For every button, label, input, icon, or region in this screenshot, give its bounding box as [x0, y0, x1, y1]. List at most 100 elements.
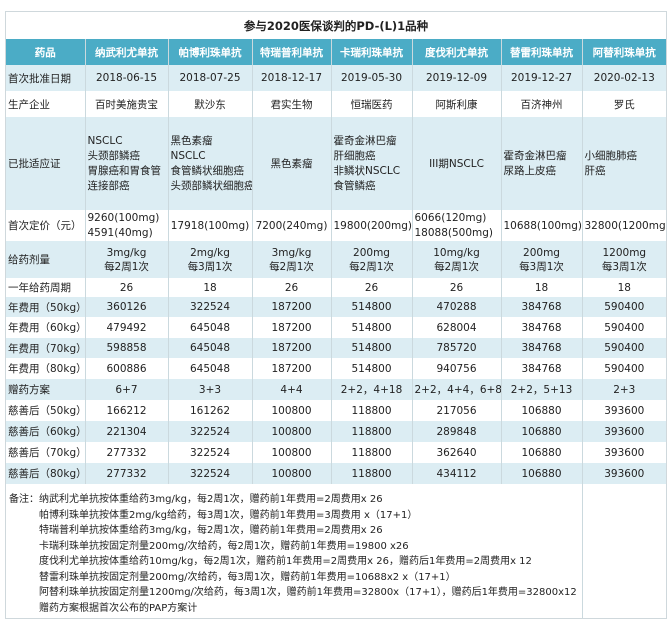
header-drug: 替雷利珠单抗 — [501, 39, 583, 65]
table-cell: 106880 — [501, 442, 583, 463]
table-row: 慈善后（80kg） 277332 322524 100800 118800 434112 1… — [6, 463, 667, 484]
table-cell: NSCLC 头颈部鳞癌 胃腺癌和胃食管 连接部癌 — [85, 117, 169, 210]
table-row: 已批适应证 NSCLC 头颈部鳞癌 胃腺癌和胃食管 连接部癌 黑色素瘤 NSCLC 食管鳞状细… — [6, 117, 667, 210]
table-cell: 322524 — [168, 421, 253, 442]
cell-line: 黑色素瘤 — [170, 134, 213, 147]
table-row: 赠药方案 6+7 3+3 4+4 2+2，4+18 2+2，4+4，6+8 2+2，5+13… — [6, 379, 667, 400]
table-cell: 2018-07-25 — [168, 65, 253, 91]
table-cell: 217056 — [412, 400, 502, 421]
header-drug: 阿替利珠单抗 — [582, 39, 667, 65]
table-row: 年费用（70kg） 598858 645048 187200 514800 785720 3… — [6, 338, 667, 358]
table-cell: 2018-12-17 — [252, 65, 332, 91]
cell-line: 胃腺癌和胃食管 — [87, 164, 162, 177]
cell-line: 200mg — [353, 246, 390, 259]
table-cell: 2+2，4+4，6+8 — [412, 379, 502, 400]
table-row: 慈善后（50kg） 166212 161262 100800 118800 217056 1… — [6, 400, 667, 421]
table-cell: 黑色素瘤 — [252, 117, 332, 210]
note-line: 卡瑞利珠单抗按固定剂量200mg/次给药，每2周1次，赠药前1年费用=19800… — [39, 540, 409, 552]
row-label: 年费用（70kg） — [6, 338, 86, 358]
cell-line: 尿路上皮癌 — [503, 164, 557, 177]
row-label: 慈善后（60kg） — [6, 421, 86, 442]
cell-line: 6066(120mg) — [414, 211, 487, 224]
table-cell: 2mg/kg 每3周1次 — [168, 241, 253, 278]
table-cell: 10mg/kg 每2周1次 — [412, 241, 502, 278]
table-cell: 166212 — [85, 400, 169, 421]
table-cell: 100800 — [252, 442, 332, 463]
cell-line: 1200mg — [602, 246, 647, 259]
table-cell: 6+7 — [85, 379, 169, 400]
table-cell: 393600 — [582, 400, 667, 421]
row-label: 年费用（80kg） — [6, 358, 86, 379]
table-row: 首次定价（元） 9260(100mg) 4591(40mg) 17918(100mg)… — [6, 210, 667, 241]
cell-line: 头颈部鳞癌 — [87, 149, 141, 162]
cell-line: 肝细胞癌 — [333, 149, 376, 162]
table-cell: 9260(100mg) 4591(40mg) — [85, 210, 169, 241]
table-cell: 187200 — [252, 358, 332, 379]
row-label: 慈善后（70kg） — [6, 442, 86, 463]
table-cell: 434112 — [412, 463, 502, 484]
note-line: 特瑞普利单抗按体重给药3mg/kg，每2周1次，赠药前1年费用=2周费用x 26 — [39, 525, 383, 536]
table-cell: 470288 — [412, 297, 502, 317]
table-cell: 4+4 — [252, 379, 332, 400]
table-cell: 3mg/kg 每2周1次 — [85, 241, 169, 278]
table-cell: 118800 — [331, 400, 413, 421]
table-cell: 2+2，4+18 — [331, 379, 413, 400]
table-cell: 3mg/kg 每2周1次 — [252, 241, 332, 278]
header-drug: 度伐利尤单抗 — [412, 39, 502, 65]
cell-line: III期NSCLC — [429, 157, 484, 170]
table-cell: 默沙东 — [168, 91, 253, 117]
table-cell: 384768 — [501, 297, 583, 317]
cell-line: 头颈部鳞状细胞癌 — [170, 179, 252, 192]
table-cell: 590400 — [582, 338, 667, 358]
table-cell: 2018-06-15 — [85, 65, 169, 91]
table-cell: 362640 — [412, 442, 502, 463]
cell-line: NSCLC — [170, 149, 206, 162]
cell-line: 霍奇金淋巴瘤 — [333, 134, 397, 147]
table-cell: 384768 — [501, 358, 583, 379]
header-row: 药品 纳武利尤单抗 帕博利珠单抗 特瑞普利单抗 卡瑞利珠单抗 度伐利尤单抗 替雷利珠单抗 阿替… — [6, 39, 667, 65]
table-cell: 3+3 — [168, 379, 253, 400]
table-cell: 187200 — [252, 317, 332, 338]
header-drug: 纳武利尤单抗 — [85, 39, 169, 65]
table-cell: 277332 — [85, 463, 169, 484]
cell-line: 3mg/kg — [106, 246, 147, 259]
table-cell: 598858 — [85, 338, 169, 358]
pd1-comparison-table: 参与2020医保谈判的PD-(L)1品种 药品 纳武利尤单抗 帕博利珠单抗 特瑞普利单… — [6, 12, 667, 484]
header-drug: 卡瑞利珠单抗 — [331, 39, 413, 65]
note-line: 替雷利珠单抗按固定剂量200mg/次给药，每3周1次，赠药前1年费用=10688… — [39, 571, 456, 583]
row-label: 一年给药周期 — [6, 278, 86, 297]
notes-section: 备注：纳武利尤单抗按体重给药3mg/kg，每2周1次，赠药前1年费用=2周费用x… — [6, 484, 666, 618]
row-label: 慈善后（80kg） — [6, 463, 86, 484]
row-label: 年费用（60kg） — [6, 317, 86, 338]
cell-line: 食管鳞状细胞癌 — [170, 164, 245, 177]
table-cell: 514800 — [331, 338, 413, 358]
table-cell: 590400 — [582, 297, 667, 317]
note-line: 阿替利珠单抗按固定剂量1200mg/次给药，每3周1次，赠药前1年费用=3280… — [39, 587, 577, 598]
table-cell: 322524 — [168, 442, 253, 463]
table-cell: 161262 — [168, 400, 253, 421]
cell-line: 每3周1次 — [519, 260, 564, 273]
table-cell: 384768 — [501, 317, 583, 338]
table-cell: 2+2，5+13 — [501, 379, 583, 400]
table-cell: 590400 — [582, 317, 667, 338]
table-cell: 霍奇金淋巴瘤 肝细胞癌 非鳞状NSCLC 食管鳞癌 — [331, 117, 413, 210]
table-cell: 2019-05-30 — [331, 65, 413, 91]
table-cell: 106880 — [501, 400, 583, 421]
table-cell: 106880 — [501, 463, 583, 484]
cell-line: 每2周1次 — [349, 260, 394, 273]
cell-line: 2mg/kg — [190, 246, 230, 259]
cell-line: 3mg/kg — [271, 246, 312, 259]
table-row: 慈善后（70kg） 277332 322524 100800 118800 362640 1… — [6, 442, 667, 463]
table-cell: 322524 — [168, 297, 253, 317]
table-cell: 19800(200mg) — [331, 210, 413, 241]
table-cell: 26 — [85, 278, 169, 297]
pd1-comparison-table-container: 参与2020医保谈判的PD-(L)1品种 药品 纳武利尤单抗 帕博利珠单抗 特瑞普利单… — [5, 11, 667, 619]
cell-line: 肝癌 — [584, 164, 606, 177]
table-cell: 106880 — [501, 421, 583, 442]
table-cell: 187200 — [252, 338, 332, 358]
table-cell: 187200 — [252, 297, 332, 317]
row-label: 给药剂量 — [6, 241, 86, 278]
cell-line: 每2周1次 — [269, 260, 314, 273]
table-cell: 289848 — [412, 421, 502, 442]
cell-line: 200mg — [523, 246, 560, 259]
